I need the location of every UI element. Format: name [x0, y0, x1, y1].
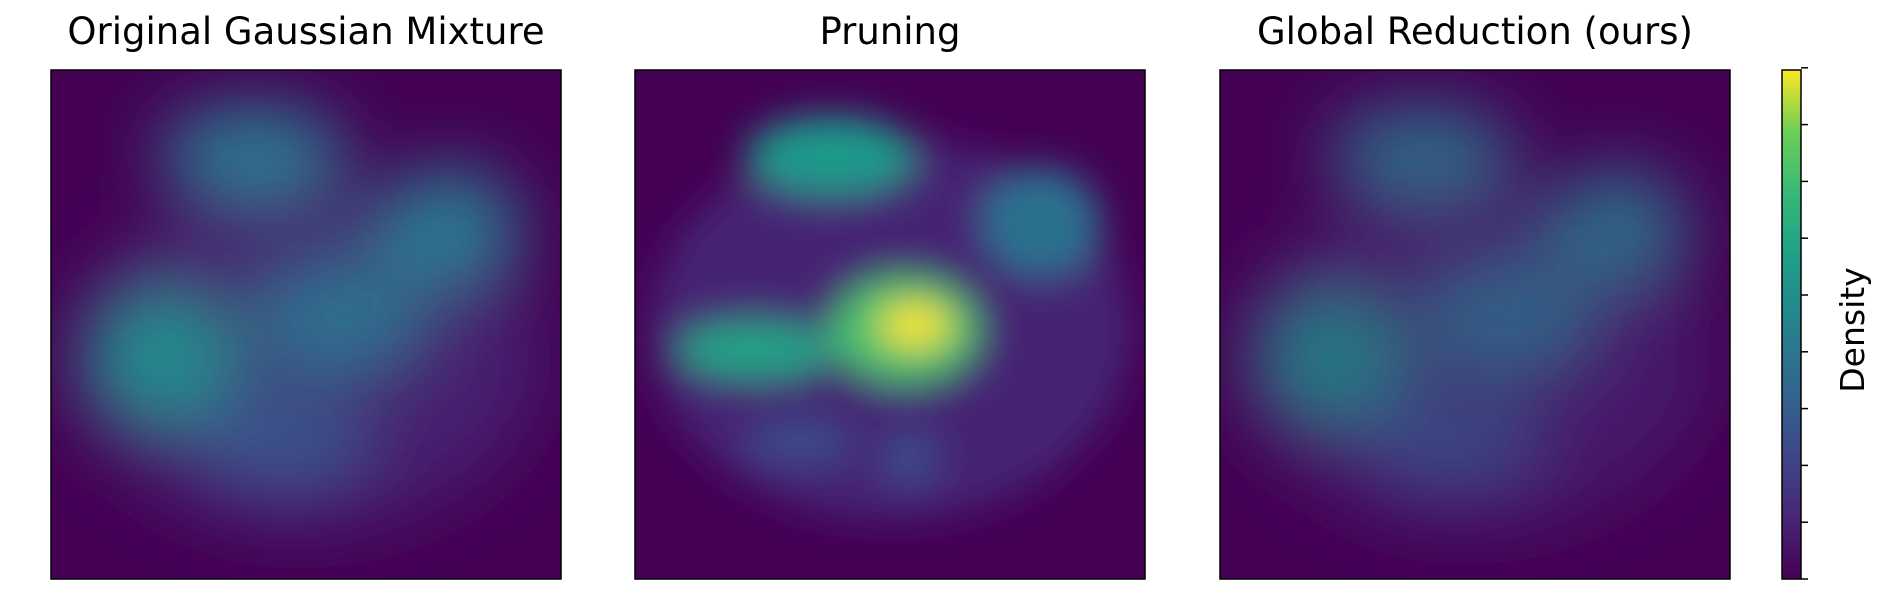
density-blob — [746, 116, 916, 196]
heatmap-image — [635, 70, 1145, 579]
heatmap-panel: Global Reduction (ours) — [1219, 10, 1731, 580]
heatmap-panel: Pruning — [634, 10, 1146, 580]
density-field — [650, 116, 1130, 520]
panel-title: Pruning — [820, 10, 961, 53]
panel-frame — [50, 69, 562, 580]
panel-frame — [634, 69, 1146, 580]
heatmap-panel: Original Gaussian Mixture — [50, 10, 562, 580]
density-blob — [675, 320, 835, 380]
colorbar-ticks — [1801, 67, 1808, 580]
density-blob — [981, 167, 1101, 277]
panel-title: Global Reduction (ours) — [1257, 10, 1693, 53]
colorbar — [1781, 69, 1802, 580]
heatmap-image — [1220, 70, 1730, 579]
panel-frame — [1219, 69, 1731, 580]
colorbar-label: Density — [1833, 267, 1872, 392]
density-blob — [745, 417, 855, 467]
density-blob — [880, 303, 950, 347]
panel-title: Original Gaussian Mixture — [67, 10, 544, 53]
heatmap-image — [51, 70, 561, 579]
density-blob — [879, 428, 939, 488]
